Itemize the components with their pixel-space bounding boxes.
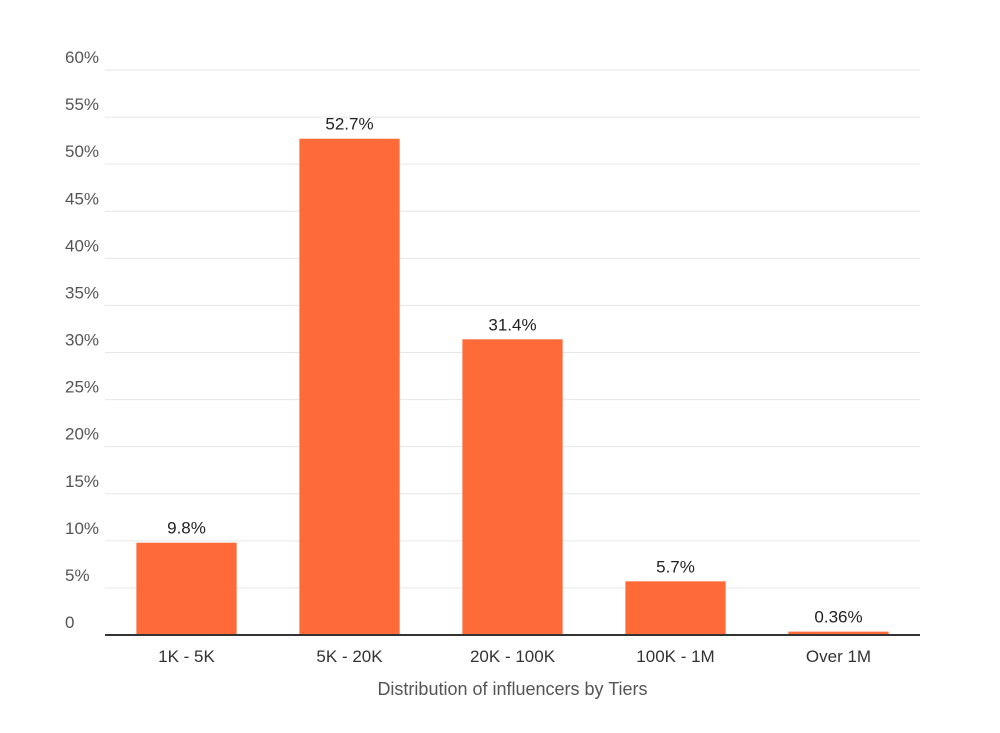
bar [788, 631, 889, 635]
y-tick-label: 10% [65, 519, 99, 538]
x-tick-label: Over 1M [806, 647, 871, 666]
data-labels: 9.8% 52.7% 31.4% 5.7% 0.36% [167, 115, 862, 627]
x-tick-label: 5K - 20K [316, 647, 383, 666]
bars [136, 138, 889, 635]
y-tick-label: 30% [65, 331, 99, 350]
bar [625, 581, 726, 635]
x-axis-title: Distribution of influencers by Tiers [377, 679, 647, 699]
y-tick-label: 55% [65, 95, 99, 114]
bar [462, 339, 563, 635]
y-axis-tick-labels: 0 5% 10% 15% 20% 25% 30% 35% 40% 45% 50% 55% 60% [65, 48, 99, 632]
y-tick-label: 20% [65, 425, 99, 444]
y-tick-label: 0 [65, 613, 74, 632]
x-tick-label: 100K - 1M [636, 647, 714, 666]
bar-data-label: 52.7% [325, 115, 373, 134]
y-tick-label: 40% [65, 236, 99, 255]
x-axis-tick-labels: 1K - 5K 5K - 20K 20K - 100K 100K - 1M Over 1… [158, 647, 871, 666]
bar [299, 138, 400, 635]
bar-data-label: 9.8% [167, 519, 206, 538]
y-tick-label: 5% [65, 566, 90, 585]
y-tick-label: 15% [65, 472, 99, 491]
y-tick-label: 25% [65, 378, 99, 397]
bar [136, 542, 237, 635]
x-tick-label: 1K - 5K [158, 647, 215, 666]
x-tick-label: 20K - 100K [470, 647, 556, 666]
y-tick-label: 45% [65, 189, 99, 208]
bar-data-label: 5.7% [656, 557, 695, 576]
y-tick-label: 35% [65, 283, 99, 302]
y-tick-label: 60% [65, 48, 99, 67]
bar-data-label: 31.4% [488, 315, 536, 334]
bar-data-label: 0.36% [814, 608, 862, 627]
y-tick-label: 50% [65, 142, 99, 161]
